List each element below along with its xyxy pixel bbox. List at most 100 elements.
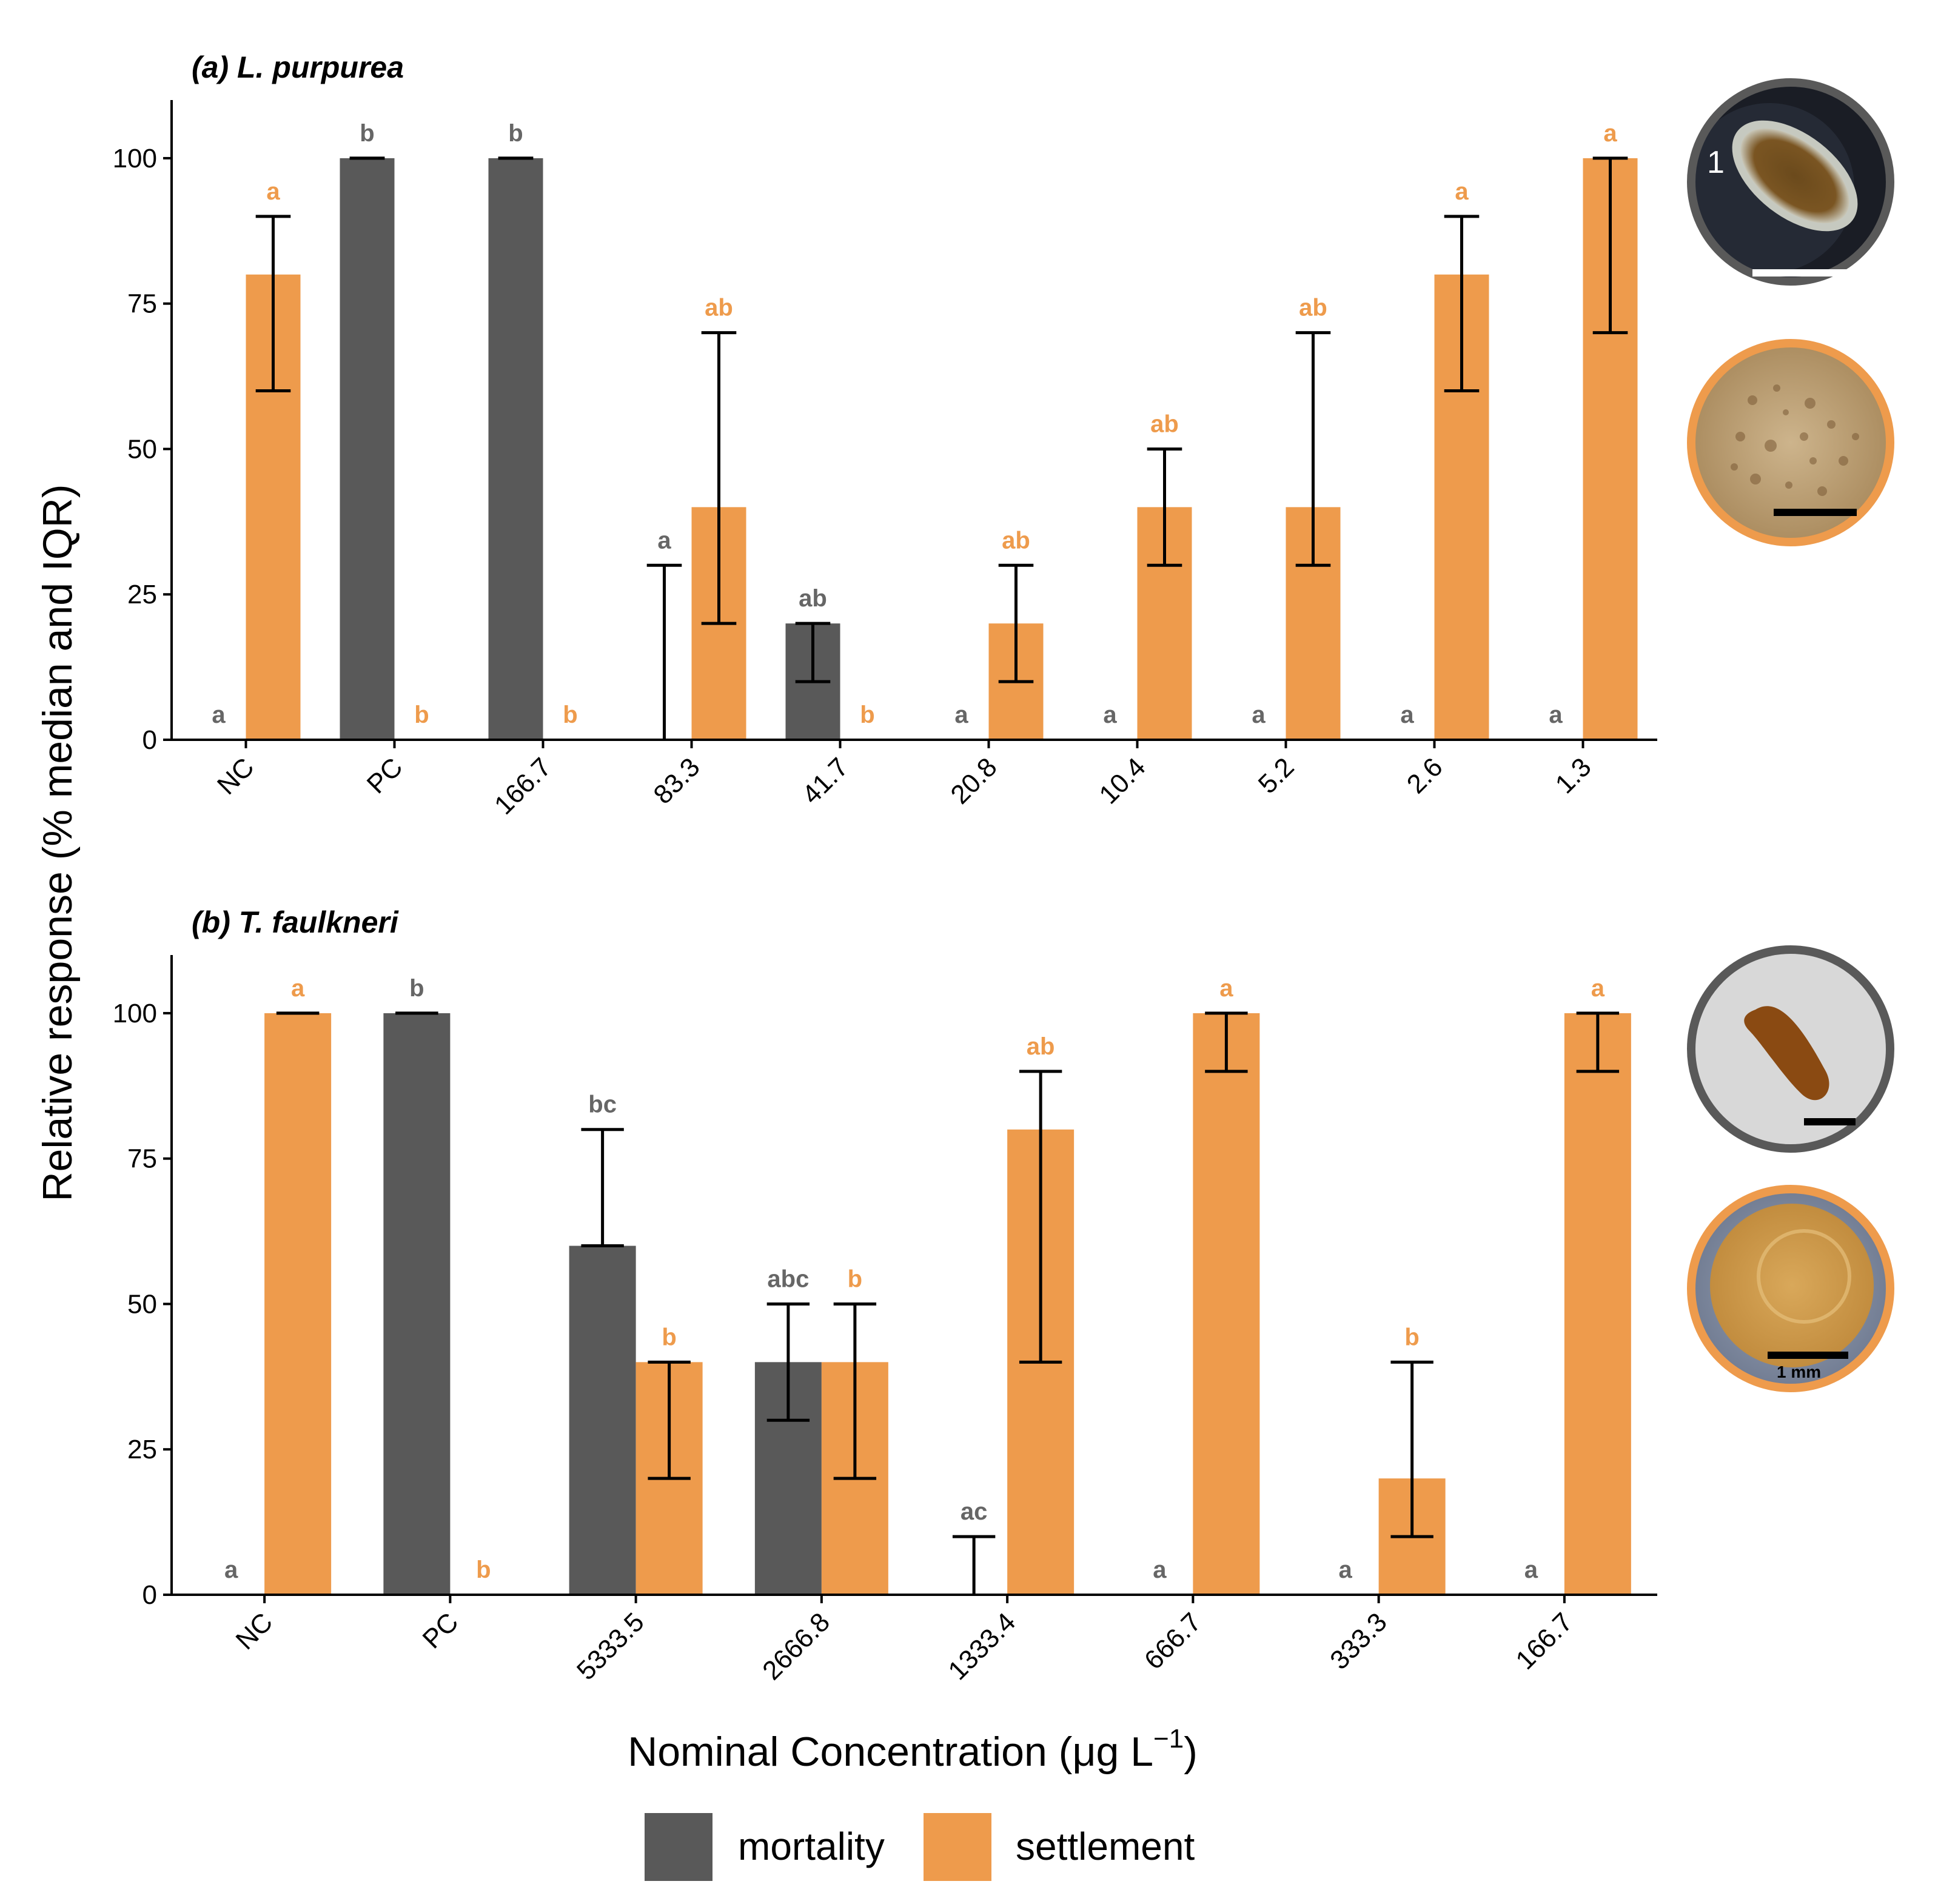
x-tick-label-b-4: 1333.4 [942, 1607, 1021, 1686]
bar-a-mortality-1 [340, 158, 395, 740]
sig-label-b-settlement-3: b [848, 1265, 862, 1292]
errorbar-b-settlement-2 [648, 1360, 691, 1480]
bar-b-settlement-0 [264, 1013, 332, 1595]
sig-label-b-settlement-4: ab [1027, 1033, 1055, 1060]
x-axis-title-close: ) [1184, 1729, 1198, 1775]
y-tick-label-b-25: 25 [127, 1435, 157, 1464]
photo-recruit-b: 1 mm [1687, 1185, 1894, 1392]
x-tick-label-a-4: 41.7 [796, 752, 854, 810]
sig-label-a-settlement-7: ab [1299, 295, 1327, 321]
bar-a-mortality-2 [488, 158, 543, 740]
sig-label-a-settlement-6: ab [1150, 411, 1179, 437]
legend-label-mortality: mortality [738, 1825, 885, 1868]
y-tick-label-a-50: 50 [127, 434, 157, 464]
panel-b-chart: (b) T. faulkneri 0 25 50 75 100 a a NC b b PC bc b 533… [113, 905, 1657, 1686]
x-tick-label-a-1: PC [361, 752, 409, 799]
y-tick-label-a-100: 100 [113, 144, 157, 173]
errorbar-a-settlement-5 [998, 563, 1034, 683]
sig-label-b-settlement-5: a [1219, 975, 1233, 1002]
sig-label-a-settlement-5: ab [1002, 527, 1030, 554]
errorbar-a-settlement-7 [1295, 331, 1331, 567]
y-tick-label-b-50: 50 [127, 1289, 157, 1319]
legend-key-mortality [645, 1813, 712, 1881]
sig-label-b-mortality-7: a [1524, 1557, 1538, 1583]
y-tick-label-a-0: 0 [142, 725, 157, 755]
photo-number: 1 [1707, 145, 1725, 180]
errorbar-a-mortality-4 [795, 622, 831, 683]
x-tick-label-a-0: NC [212, 752, 260, 800]
sig-label-a-mortality-8: a [1400, 702, 1414, 728]
errorbar-b-settlement-6 [1390, 1360, 1433, 1538]
x-tick-label-a-8: 2.6 [1401, 752, 1449, 799]
x-tick-label-b-0: NC [230, 1607, 279, 1655]
legend: mortality settlement [645, 1813, 1195, 1881]
x-axis-title-main: Nominal Concentration (μg L [628, 1729, 1153, 1775]
bar-b-mortality-2 [569, 1245, 636, 1595]
photo-recruit-a [1687, 339, 1894, 546]
errorbar-b-settlement-4 [1019, 1070, 1062, 1364]
sig-label-a-settlement-4: b [860, 702, 874, 728]
sig-label-a-settlement-9: a [1603, 120, 1617, 147]
errorbar-b-settlement-7 [1576, 1011, 1620, 1073]
sig-label-a-settlement-2: b [563, 702, 577, 728]
sig-label-b-mortality-6: a [1339, 1557, 1353, 1583]
errorbar-a-settlement-9 [1592, 156, 1628, 335]
legend-key-settlement [924, 1813, 991, 1881]
sig-label-b-mortality-2: bc [588, 1091, 617, 1118]
sig-label-b-mortality-1: b [409, 975, 424, 1002]
errorbar-a-settlement-8 [1444, 215, 1480, 393]
x-tick-label-a-7: 5.2 [1253, 752, 1300, 799]
sig-label-b-mortality-5: a [1153, 1557, 1167, 1583]
photo-larva-b [1687, 945, 1894, 1153]
errorbar-b-mortality-2 [581, 1128, 624, 1248]
sig-label-b-settlement-6: b [1404, 1324, 1419, 1350]
legend-label-settlement: settlement [1016, 1825, 1195, 1868]
bar-b-settlement-5 [1193, 1013, 1260, 1595]
x-tick-label-b-2: 5333.5 [571, 1607, 650, 1686]
x-tick-label-b-3: 2666.8 [757, 1607, 836, 1686]
x-tick-label-a-3: 83.3 [648, 752, 705, 810]
errorbar-a-settlement-6 [1147, 447, 1182, 567]
sig-label-a-settlement-1: b [414, 702, 429, 728]
scale-bar-label: 1 mm [1777, 1363, 1821, 1381]
sig-label-a-mortality-3: a [657, 527, 671, 554]
sig-label-a-settlement-3: ab [705, 295, 733, 321]
sig-label-b-settlement-0: a [291, 975, 305, 1002]
x-tick-label-a-2: 166.7 [489, 752, 557, 820]
sig-label-b-settlement-1: b [476, 1557, 491, 1583]
x-tick-label-a-9: 1.3 [1550, 752, 1597, 799]
errorbar-b-settlement-5 [1205, 1011, 1248, 1073]
y-tick-label-b-100: 100 [113, 999, 157, 1028]
sig-label-a-mortality-7: a [1252, 702, 1266, 728]
errorbar-a-settlement-0 [255, 215, 291, 393]
sig-label-a-mortality-6: a [1103, 702, 1117, 728]
sig-label-a-mortality-9: a [1549, 702, 1563, 728]
errorbar-b-settlement-3 [833, 1302, 877, 1480]
y-axis-title: Relative response (% median and IQR) [35, 484, 81, 1202]
y-tick-label-a-75: 75 [127, 289, 157, 319]
y-tick-label-b-75: 75 [127, 1144, 157, 1174]
photo-larva-a: 1 [1687, 78, 1894, 286]
x-tick-label-b-1: PC [417, 1607, 464, 1654]
sig-label-b-mortality-4: ac [961, 1498, 988, 1525]
errorbar-a-mortality-3 [646, 563, 682, 740]
sig-label-b-settlement-7: a [1591, 975, 1605, 1002]
panel-a-chart: (a) L. purpurea0255075100aaNCbbPCbb166.7… [113, 50, 1657, 820]
panel-b-title: (b) T. faulkneri [192, 905, 399, 939]
y-tick-label-a-25: 25 [127, 580, 157, 609]
sig-label-b-settlement-2: b [662, 1324, 676, 1350]
sig-label-a-settlement-0: a [266, 178, 280, 205]
x-tick-label-a-6: 10.4 [1093, 752, 1151, 810]
bar-b-settlement-7 [1564, 1013, 1631, 1595]
sig-label-a-mortality-4: ab [799, 585, 827, 612]
x-tick-label-b-5: 666.7 [1139, 1607, 1207, 1675]
errorbar-a-settlement-3 [701, 331, 737, 625]
x-axis-title-superscript: −1 [1153, 1724, 1184, 1754]
x-tick-label-b-7: 166.7 [1510, 1607, 1578, 1675]
x-tick-label-b-6: 333.3 [1324, 1607, 1393, 1675]
sig-label-b-mortality-3: abc [767, 1265, 809, 1292]
errorbar-b-mortality-3 [766, 1302, 810, 1422]
sig-label-a-settlement-8: a [1455, 178, 1469, 205]
panel-a-title: (a) L. purpurea [192, 50, 404, 84]
